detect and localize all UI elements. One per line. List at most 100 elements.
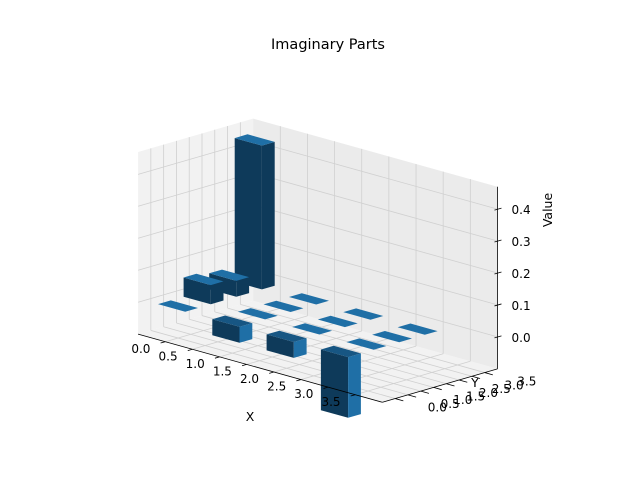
y-tick-label: 3.0	[505, 378, 524, 392]
x-gridline-floor	[355, 360, 471, 396]
bar	[320, 345, 361, 418]
x-tick	[269, 371, 274, 374]
bar-front-face	[266, 334, 294, 358]
x-tick	[187, 348, 193, 352]
y-tick-label: 1.5	[466, 390, 485, 404]
bar-top-face	[320, 345, 361, 358]
y-tick	[407, 394, 417, 398]
y-gridline-floor	[163, 326, 409, 396]
bar-front-face	[320, 349, 349, 418]
bar	[158, 300, 198, 312]
y-tick	[420, 390, 430, 394]
x-tick-label: 1.0	[186, 357, 205, 371]
bar-top-face	[343, 308, 384, 320]
y-tick	[484, 372, 493, 376]
bar-top-face	[263, 300, 304, 312]
bar-front-face	[183, 277, 211, 305]
y-gridline-floor	[214, 311, 460, 381]
bar-top-face	[212, 315, 253, 327]
y-tick-label: 1.0	[453, 393, 472, 407]
bar-top-face	[397, 323, 438, 335]
bar	[183, 273, 224, 305]
x-tick-label: 1.5	[213, 365, 232, 379]
x-tick	[323, 386, 329, 389]
bar	[212, 315, 253, 343]
bar-top-face	[372, 331, 412, 343]
z-tick	[494, 239, 502, 243]
axis-lines	[137, 186, 502, 403]
bar	[397, 323, 438, 335]
y-tick-label: 3.5	[517, 375, 536, 389]
bar	[343, 308, 384, 320]
x-tick	[350, 394, 356, 397]
y-tick	[471, 375, 481, 379]
x-tick	[296, 379, 302, 382]
y-tick-label: 2.5	[492, 382, 511, 396]
bar	[266, 330, 307, 358]
y-tick-label: 0.5	[441, 397, 460, 411]
z-tick-label: 0.0	[512, 331, 531, 345]
y-axis-line	[382, 368, 498, 403]
bar	[237, 308, 278, 320]
chart-title: Imaginary Parts	[271, 37, 385, 53]
z-tick	[494, 303, 502, 307]
x-tick	[241, 364, 247, 367]
bar	[263, 300, 304, 312]
y-tick-label: 2.0	[479, 386, 498, 400]
bar-top-face	[317, 315, 358, 328]
bar	[372, 331, 412, 343]
tick-labels: 0.00.51.01.52.02.53.03.5 0.00.51.01.52.02…	[131, 203, 536, 415]
y-tick	[459, 379, 468, 383]
x-tick	[214, 356, 220, 359]
bar-side-face	[293, 338, 307, 358]
z-tick-label: 0.2	[512, 267, 531, 281]
x-tick-label: 3.5	[321, 395, 340, 409]
y-tick	[433, 387, 442, 391]
bar	[234, 134, 275, 290]
bar-side-face	[239, 323, 253, 343]
bar-side-face	[261, 141, 275, 290]
y-tick	[446, 383, 455, 387]
bar	[346, 338, 387, 350]
bar-front-face	[234, 138, 262, 290]
x-tick-label: 3.0	[294, 387, 313, 401]
bar-top-face	[266, 330, 307, 342]
z-tick	[494, 335, 502, 339]
bar-top-face	[234, 134, 275, 146]
y-tick	[395, 398, 404, 402]
z-tick-label: 0.3	[512, 235, 531, 249]
y-tick-label: 0.0	[428, 401, 447, 415]
bar-top-face	[346, 338, 387, 350]
bar-top-face	[289, 293, 329, 305]
bar-side-face	[236, 277, 250, 297]
x-axis-line	[137, 333, 383, 403]
bars-group	[158, 134, 438, 418]
bar	[317, 315, 358, 328]
z-tick	[494, 207, 502, 211]
bar-top-face	[183, 273, 224, 286]
bar-top-face	[158, 300, 198, 312]
z-axis-label: Value	[540, 193, 555, 228]
x-tick	[160, 341, 166, 344]
bar-side-face	[348, 353, 361, 418]
z-tick-label: 0.4	[512, 203, 531, 217]
x-axis-label: X	[246, 409, 255, 424]
z-tick	[494, 271, 502, 275]
back-wall-pane	[253, 118, 498, 369]
x-tick-label: 0.5	[159, 349, 178, 363]
bar	[292, 323, 333, 335]
z-tick-label: 0.1	[512, 299, 531, 313]
y-axis-label: Y	[470, 375, 479, 390]
x-tick-label: 0.0	[131, 342, 150, 356]
bar-top-face	[209, 269, 250, 281]
bar-top-face	[237, 308, 278, 320]
bar-front-face	[212, 319, 240, 343]
bar-top-face	[292, 323, 333, 335]
bar	[289, 293, 329, 305]
x-tick-label: 2.0	[240, 372, 259, 386]
y-gridline-floor	[240, 304, 485, 373]
x-tick-label: 2.5	[267, 380, 286, 394]
bar-side-face	[210, 281, 224, 305]
